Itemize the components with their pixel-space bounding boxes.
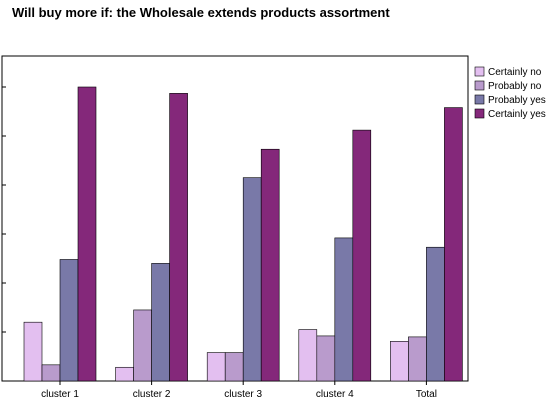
x-tick-label: cluster 4 <box>316 389 354 400</box>
bar-probably-yes-cluster-4 <box>334 237 354 382</box>
bar-certainly-no-cluster-2 <box>115 366 134 382</box>
bar-probably-no-cluster-3 <box>224 352 244 382</box>
legend-label: Probably no <box>488 81 542 92</box>
legend-swatch <box>474 66 485 77</box>
x-tick-label: cluster 1 <box>41 389 79 400</box>
x-tick-label: cluster 3 <box>224 389 262 400</box>
bar-probably-no-total <box>408 336 427 382</box>
bar-certainly-yes-cluster-1 <box>77 86 97 382</box>
bar-certainly-no-total <box>390 341 409 382</box>
bar-certainly-no-cluster-3 <box>206 352 226 382</box>
x-tick-label: Total <box>416 389 437 400</box>
bar-certainly-yes-total <box>444 107 463 382</box>
bar-certainly-no-cluster-4 <box>298 329 318 382</box>
legend-label: Certainly yes <box>488 109 546 120</box>
bar-probably-no-cluster-1 <box>41 364 61 382</box>
bar-probably-yes-cluster-2 <box>151 263 170 382</box>
bar-probably-no-cluster-4 <box>316 335 336 382</box>
x-tick-label: cluster 2 <box>133 389 171 400</box>
bar-probably-no-cluster-2 <box>133 309 152 382</box>
bar-probably-yes-cluster-3 <box>242 177 262 382</box>
x-axis-ticks: cluster 1 cluster 2 cluster 3 cluster 4 Tota… <box>41 381 437 400</box>
bar-certainly-no-cluster-1 <box>23 321 43 382</box>
chart-title: Will buy more if: the Wholesale extends … <box>12 5 390 20</box>
legend-label: Probably yes <box>488 95 546 106</box>
bar-certainly-yes-cluster-3 <box>260 148 280 382</box>
legend-label: Certainly no <box>488 67 542 78</box>
bar-certainly-yes-cluster-2 <box>169 93 188 382</box>
bar-probably-yes-total <box>426 246 445 382</box>
legend-swatch <box>474 80 485 91</box>
legend-swatch <box>474 108 485 119</box>
legend-swatch <box>474 94 485 105</box>
legend: Certainly no Probably no Probably yes Certa… <box>474 66 546 120</box>
bar-probably-yes-cluster-1 <box>59 259 79 382</box>
bars-group <box>23 86 463 382</box>
bar-certainly-yes-cluster-4 <box>352 129 372 382</box>
